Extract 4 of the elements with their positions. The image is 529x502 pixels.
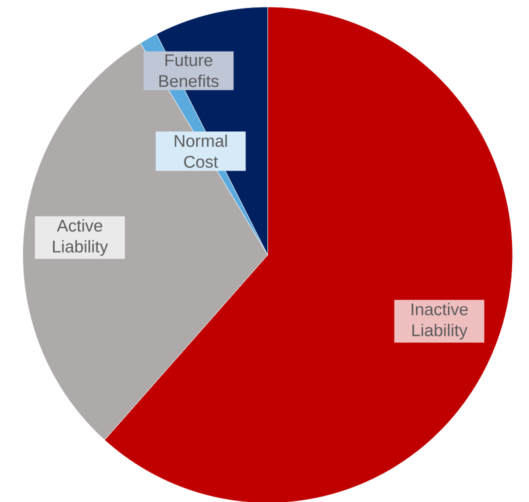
- slice-label: Inactive Liability: [412, 302, 468, 340]
- slice-label: Normal Cost: [174, 134, 227, 168]
- slice-label: Active Liability: [53, 219, 108, 256]
- slice-label: Future Benefits: [159, 54, 219, 88]
